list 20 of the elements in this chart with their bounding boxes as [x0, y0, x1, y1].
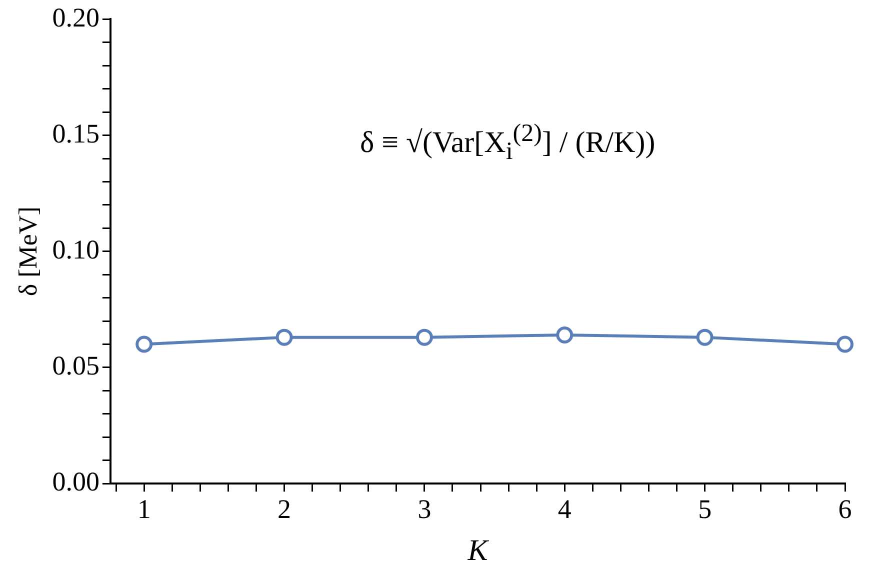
- y-tick-label: 0.15: [52, 118, 100, 148]
- point: [556, 326, 574, 344]
- point: [696, 328, 714, 346]
- y-tick-label: 0.10: [52, 234, 100, 264]
- annotation: δ ≡ √(Var[X$_{i}$$^{(2)}$] / (R/K)): [360, 120, 656, 166]
- y-tick-label: 0.05: [52, 350, 100, 381]
- y-tick-label: 0.00: [52, 466, 100, 497]
- x-tick-label: 2: [278, 494, 292, 524]
- point: [276, 328, 293, 346]
- x-tick-label: 3: [418, 494, 432, 524]
- y-tick-label: 0.20: [52, 2, 100, 32]
- x-tick-label: 6: [838, 494, 852, 524]
- x-tick-label: 4: [558, 494, 572, 524]
- x-tick-label: 1: [137, 494, 151, 524]
- point: [836, 336, 854, 353]
- x-tick-label: 5: [698, 494, 712, 524]
- point: [136, 336, 153, 353]
- point: [416, 328, 433, 346]
- x-axis-title: K: [466, 534, 490, 567]
- y-axis-title: δ [MeV]: [13, 206, 42, 296]
